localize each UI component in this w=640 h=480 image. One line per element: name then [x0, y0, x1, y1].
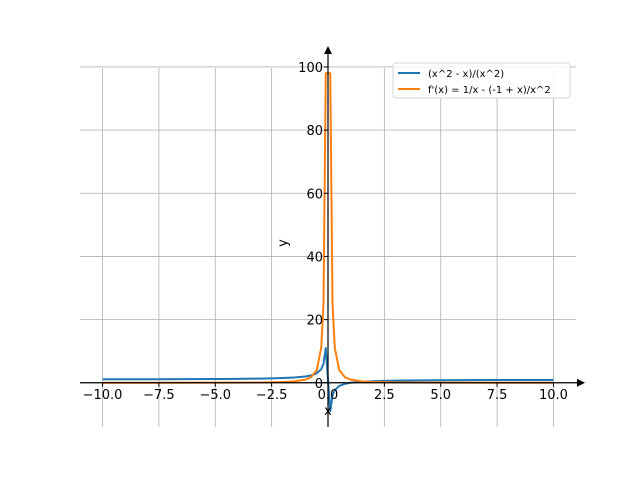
x-tick-label: −2.5 — [256, 388, 288, 403]
x-tick-label: 2.5 — [374, 388, 395, 403]
x-tick-label: 7.5 — [487, 388, 508, 403]
y-tick-label: 20 — [306, 314, 323, 329]
ticks: −10.0 −7.5 −5.0 −2.5 0.0 2.5 5.0 7.5 10.0 0 20 40 60… — [83, 61, 568, 403]
x-axis-label: x — [324, 404, 332, 419]
x-axis-arrow — [577, 378, 585, 387]
x-tick-label: 5.0 — [430, 388, 451, 403]
axes — [80, 46, 585, 427]
x-tick-label: 0.0 — [318, 388, 339, 403]
y-tick-label: 40 — [306, 250, 323, 265]
y-tick-label: 100 — [298, 61, 323, 76]
legend-label: f'(x) = 1/x - (-1 + x)/x^2 — [428, 85, 551, 96]
legend: (x^2 - x)/(x^2) f'(x) = 1/x - (-1 + x)/x^… — [392, 62, 571, 99]
y-axis-label: y — [276, 239, 291, 247]
y-tick-label: 80 — [306, 124, 323, 139]
y-axis-arrow — [324, 46, 332, 54]
legend-box — [392, 62, 571, 99]
y-tick-label: 0 — [315, 377, 323, 392]
x-tick-label: −5.0 — [199, 388, 231, 403]
x-tick-label: 10.0 — [539, 388, 568, 403]
y-tick-label: 60 — [306, 187, 323, 202]
legend-label: (x^2 - x)/(x^2) — [428, 69, 504, 80]
x-tick-label: −10.0 — [83, 388, 123, 403]
x-tick-label: −7.5 — [143, 388, 175, 403]
